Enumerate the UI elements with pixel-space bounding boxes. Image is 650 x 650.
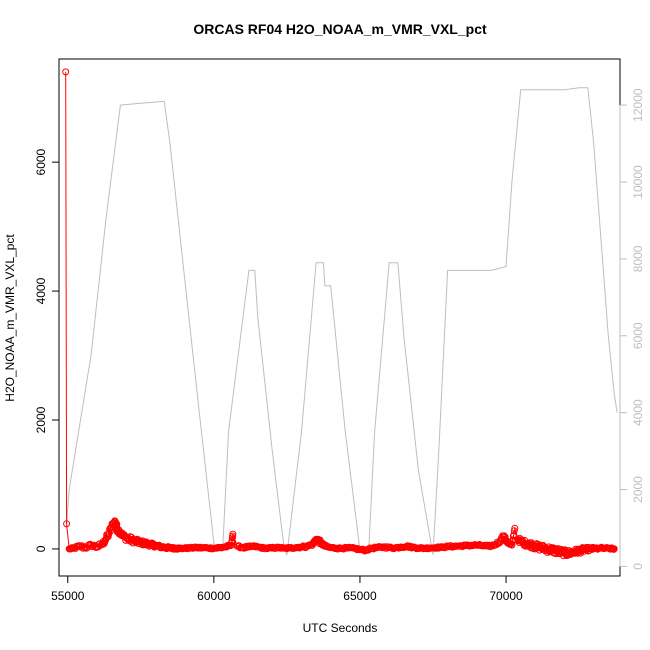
x-tick-label: 55000 bbox=[51, 589, 85, 603]
x-tick-label: 70000 bbox=[489, 589, 523, 603]
y-tick-label: 0 bbox=[34, 545, 48, 552]
y2-tick-label: 8000 bbox=[631, 245, 645, 272]
chart-title: ORCAS RF04 H2O_NOAA_m_VMR_VXL_pct bbox=[193, 21, 487, 37]
x-tick-label: 65000 bbox=[343, 589, 377, 603]
y2-tick-label: 12000 bbox=[631, 88, 645, 122]
y-tick-label: 6000 bbox=[34, 148, 48, 175]
y2-tick-label: 4000 bbox=[631, 399, 645, 426]
y-tick-label: 2000 bbox=[34, 406, 48, 433]
y2-tick-label: 6000 bbox=[631, 322, 645, 349]
y-axis-title: H2O_NOAA_m_VMR_VXL_pct bbox=[3, 234, 17, 402]
y-tick-label: 4000 bbox=[34, 277, 48, 304]
y2-tick-label: 10000 bbox=[631, 165, 645, 199]
y2-tick-label: 2000 bbox=[631, 476, 645, 503]
x-axis-title: UTC Seconds bbox=[303, 621, 378, 635]
y2-tick-label: 0 bbox=[631, 563, 645, 570]
x-tick-label: 60000 bbox=[197, 589, 231, 603]
